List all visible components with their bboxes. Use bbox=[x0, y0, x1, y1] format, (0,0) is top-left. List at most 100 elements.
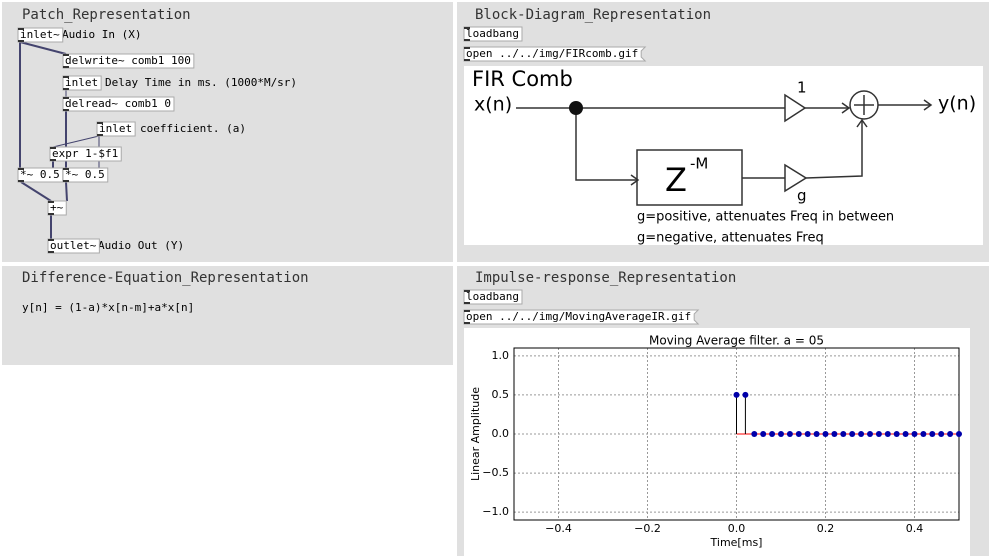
output-label: y(n) bbox=[938, 93, 976, 115]
comment: coefficient. (a) bbox=[140, 122, 246, 135]
y-tick-label: −1.0 bbox=[482, 505, 509, 518]
gain-label: g bbox=[797, 187, 807, 205]
inlet bbox=[63, 76, 69, 78]
y-axis-label: Linear Amplitude bbox=[469, 387, 482, 481]
plot-bg bbox=[464, 328, 970, 556]
gain-label: 1 bbox=[797, 79, 807, 97]
stem-marker bbox=[947, 431, 954, 437]
object-box bbox=[62, 75, 102, 91]
note: g=negative, attenuates Freq bbox=[637, 231, 824, 246]
stem-marker bbox=[938, 431, 945, 437]
object-text: *~ 0.5 bbox=[20, 168, 60, 181]
panel bbox=[2, 2, 453, 262]
object-box bbox=[62, 53, 195, 69]
outlet bbox=[464, 59, 470, 61]
inlet bbox=[63, 168, 69, 170]
outlet bbox=[97, 134, 103, 136]
outlet bbox=[464, 39, 470, 41]
stem-marker bbox=[929, 431, 936, 437]
stem-marker bbox=[733, 391, 740, 398]
stem-marker bbox=[751, 431, 758, 437]
outlet bbox=[18, 180, 24, 182]
comment: Delay Time in ms. (1000*M/sr) bbox=[105, 76, 297, 89]
impulse-plot: −0.4 −0.2 0.0 0.2 0.4 1.0 0.5 0.0 −0.5 −1.0 Moving… bbox=[469, 334, 962, 549]
object-text: expr 1-$f1 bbox=[52, 147, 118, 160]
object-box bbox=[49, 146, 122, 162]
object-box bbox=[62, 167, 109, 183]
stem-marker bbox=[778, 431, 784, 437]
stem-marker bbox=[902, 431, 909, 437]
panel bbox=[2, 266, 453, 365]
stem-marker bbox=[840, 431, 847, 437]
comment: Audio In (X) bbox=[62, 28, 141, 41]
comment: Audio Out (Y) bbox=[98, 239, 184, 252]
stem-marker bbox=[920, 431, 927, 437]
inlet bbox=[63, 97, 69, 99]
connections bbox=[19, 41, 100, 239]
inlet bbox=[464, 290, 470, 292]
object-text: inlet bbox=[99, 122, 132, 135]
stem-marker bbox=[884, 431, 891, 437]
message-box-text: open ../../img/FIRcomb.gif bbox=[466, 47, 638, 60]
stem-marker bbox=[786, 431, 793, 437]
inlet bbox=[63, 54, 69, 56]
outlet bbox=[63, 66, 69, 68]
outlet bbox=[464, 322, 470, 324]
panel-title: Impulse-response_Representation bbox=[475, 270, 736, 286]
delay-label: Z bbox=[665, 161, 687, 199]
stem-marker bbox=[769, 431, 776, 437]
outlet bbox=[63, 88, 69, 90]
stem-marker bbox=[858, 431, 865, 437]
inlet bbox=[464, 310, 470, 312]
inlet bbox=[48, 201, 54, 203]
inlet bbox=[48, 239, 54, 241]
y-tick-label: −0.5 bbox=[482, 466, 509, 479]
object-text: +~ bbox=[50, 201, 64, 214]
outlet bbox=[50, 159, 56, 161]
stem-marker bbox=[893, 431, 900, 437]
x-tick-label: −0.4 bbox=[545, 522, 572, 535]
stem-marker bbox=[956, 431, 962, 437]
note: g=positive, attenuates Freq in between bbox=[637, 210, 894, 225]
inlet bbox=[18, 168, 24, 170]
object-box bbox=[463, 26, 523, 42]
equation: y[n] = (1-a)*x[n-m]+a*x[n] bbox=[22, 301, 194, 314]
signal-cord bbox=[19, 41, 68, 239]
panel-title: Patch_Representation bbox=[22, 7, 191, 23]
object-box bbox=[62, 96, 175, 112]
inlet bbox=[18, 28, 24, 30]
outlet bbox=[63, 180, 69, 182]
inlet bbox=[464, 27, 470, 29]
stem-marker bbox=[911, 431, 918, 437]
stem-marker bbox=[813, 431, 820, 437]
message-box-text: open ../../img/MovingAverageIR.gif bbox=[466, 310, 691, 323]
inlet bbox=[464, 47, 470, 49]
object-text: outlet~ bbox=[50, 239, 97, 252]
outlet bbox=[48, 251, 54, 253]
object-box bbox=[47, 238, 100, 254]
plot-title: Moving Average filter. a = 05 bbox=[649, 334, 824, 348]
y-tick-label: 0.0 bbox=[492, 427, 510, 440]
stem-marker bbox=[849, 431, 856, 437]
stem-marker bbox=[804, 431, 811, 437]
x-tick-label: 0.4 bbox=[906, 522, 924, 535]
panel-title: Block-Diagram_Representation bbox=[475, 7, 711, 23]
y-tick-label: 1.0 bbox=[492, 349, 510, 362]
outlet bbox=[48, 213, 54, 215]
outlet bbox=[18, 40, 24, 42]
object-text: loadbang bbox=[466, 290, 519, 303]
y-tick-label: 0.5 bbox=[492, 388, 510, 401]
stem-marker bbox=[875, 431, 882, 437]
outlet bbox=[63, 109, 69, 111]
object-box bbox=[47, 200, 67, 216]
inlet bbox=[50, 147, 56, 149]
panel-title: Difference-Equation_Representation bbox=[22, 270, 309, 286]
object-text: loadbang bbox=[466, 27, 519, 40]
stem-marker bbox=[867, 431, 873, 437]
x-tick-label: −0.2 bbox=[634, 522, 661, 535]
stem-marker bbox=[831, 431, 838, 437]
inlet bbox=[97, 122, 103, 124]
x-tick-label: 0.0 bbox=[728, 522, 746, 535]
image-heading: FIR Comb bbox=[472, 67, 573, 91]
